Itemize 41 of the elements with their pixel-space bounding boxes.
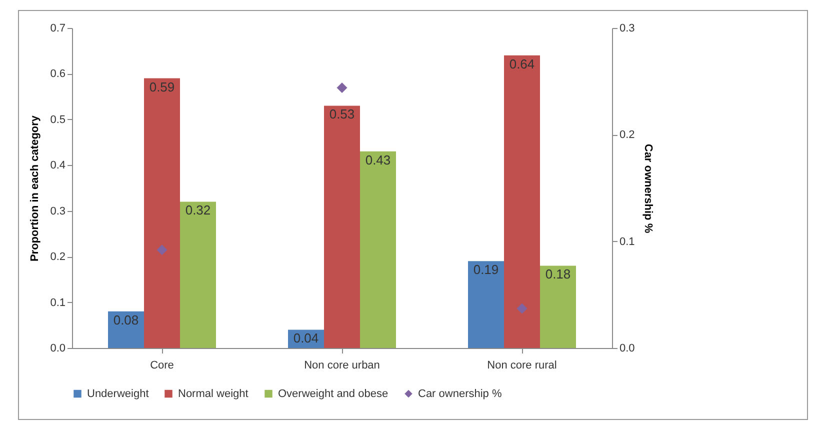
data-label: 0.53 xyxy=(329,106,355,122)
y2-axis-title: Car ownership % xyxy=(642,144,654,234)
legend-label: Normal weight xyxy=(178,388,248,400)
x-tick-label: Non core rural xyxy=(487,360,557,372)
data-label: 0.18 xyxy=(545,266,571,282)
y-tick-label: 0.0 xyxy=(50,342,66,354)
bar xyxy=(108,311,144,348)
x-tick-label: Core xyxy=(150,360,174,372)
y-tick-label: 0.3 xyxy=(50,205,66,218)
y-axis-title: Proportion in each category xyxy=(29,114,42,262)
bar xyxy=(504,55,540,348)
legend-label: Underweight xyxy=(87,388,149,400)
data-label: 0.43 xyxy=(365,152,391,168)
y-tick-label: 0.4 xyxy=(50,160,66,172)
data-label: 0.32 xyxy=(185,202,211,218)
y-tick-label: 0.6 xyxy=(50,68,66,80)
y-tick-label: 0.5 xyxy=(50,114,66,126)
y2-tick-label: 0.1 xyxy=(620,236,635,248)
data-label: 0.59 xyxy=(149,79,175,94)
x-tick-label: Non core urban xyxy=(304,360,380,372)
data-label: 0.19 xyxy=(473,262,499,278)
y2-tick-label: 0.0 xyxy=(620,342,635,354)
bar xyxy=(468,261,504,348)
y-tick-label: 0.2 xyxy=(50,251,66,264)
point xyxy=(336,82,348,93)
point xyxy=(156,244,168,256)
bar xyxy=(360,151,396,348)
y2-tick-label: 0.2 xyxy=(620,129,635,142)
point xyxy=(516,303,528,314)
y-tick-label: 0.1 xyxy=(50,296,66,309)
legend-label: Car ownership % xyxy=(418,388,502,400)
data-label: 0.04 xyxy=(293,330,319,346)
bar xyxy=(180,202,216,348)
data-label: 0.64 xyxy=(509,56,535,72)
bar xyxy=(540,266,576,348)
bar xyxy=(144,78,180,348)
y2-tick-label: 0.3 xyxy=(620,22,635,34)
legend-label: Overweight and obese xyxy=(278,388,388,400)
bar xyxy=(324,106,360,348)
y-tick-label: 0.7 xyxy=(50,22,66,34)
data-label: 0.08 xyxy=(113,312,139,328)
